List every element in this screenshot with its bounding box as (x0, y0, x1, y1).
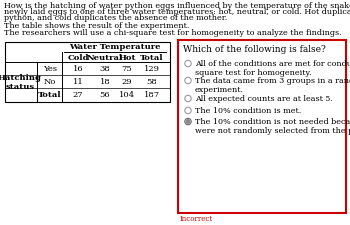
Text: Total: Total (140, 54, 164, 62)
Text: 58: 58 (147, 78, 158, 86)
Text: Incorrect: Incorrect (180, 215, 213, 223)
Text: The data came from 3 groups in a randomized
experiment.: The data came from 3 groups in a randomi… (195, 77, 350, 94)
Text: Cold: Cold (67, 54, 89, 62)
Text: All expected counts are at least 5.: All expected counts are at least 5. (195, 95, 333, 103)
Text: 104: 104 (119, 91, 135, 99)
Text: 27: 27 (73, 91, 83, 99)
Bar (5, 42, 170, 102)
Bar (178, 40, 346, 213)
Text: The table shows the result of the experiment.: The table shows the result of the experi… (4, 22, 189, 30)
Text: Yes: Yes (43, 65, 57, 73)
Text: Total: Total (38, 91, 62, 99)
Text: How is the hatching of water python eggs influenced by the temperature of the sn: How is the hatching of water python eggs… (4, 2, 350, 10)
Text: Water Temperature: Water Temperature (69, 43, 161, 51)
Text: The 10% condition is met.: The 10% condition is met. (195, 107, 301, 115)
Text: 129: 129 (144, 65, 160, 73)
Text: 56: 56 (100, 91, 110, 99)
Text: Hatching
status: Hatching status (0, 74, 42, 91)
Text: 29: 29 (122, 78, 132, 86)
Text: Neutral: Neutral (87, 54, 123, 62)
Text: Which of the following is false?: Which of the following is false? (183, 45, 326, 54)
Text: The researchers will use a chi-square test for homogeneity to analyze the findin: The researchers will use a chi-square te… (4, 29, 342, 37)
Text: newly laid eggs to one of three water temperatures: hot, neutral, or cold. Hot d: newly laid eggs to one of three water te… (4, 8, 350, 16)
Text: All of the conditions are met for conducting a chi-
square test for homogeneity.: All of the conditions are met for conduc… (195, 60, 350, 77)
Text: No: No (44, 78, 56, 86)
Text: 38: 38 (100, 65, 110, 73)
Text: The 10% condition is not needed because the eggs
were not randomly selected from: The 10% condition is not needed because … (195, 118, 350, 135)
Text: 18: 18 (100, 78, 110, 86)
Text: python, and cold duplicates the absence of the mother.: python, and cold duplicates the absence … (4, 14, 227, 22)
Text: Hot: Hot (118, 54, 136, 62)
Text: 187: 187 (144, 91, 160, 99)
Text: 11: 11 (73, 78, 83, 86)
Text: 75: 75 (122, 65, 132, 73)
Text: 16: 16 (73, 65, 83, 73)
Circle shape (186, 120, 190, 123)
